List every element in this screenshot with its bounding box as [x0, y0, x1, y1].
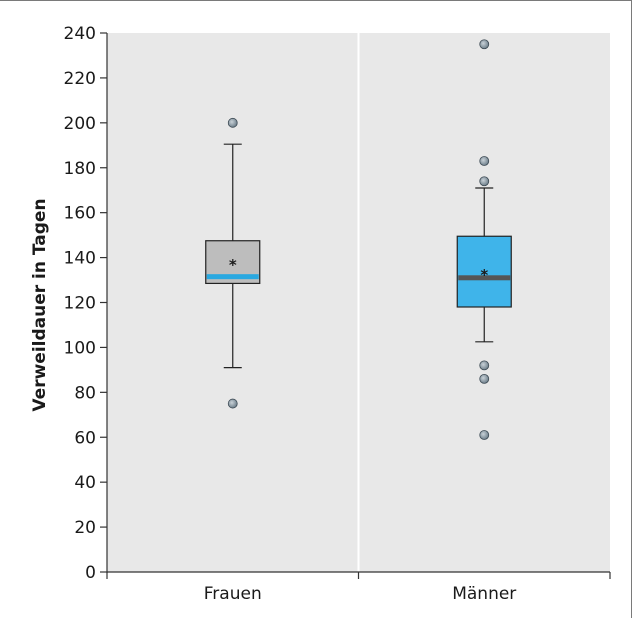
y-tick-label: 240 [64, 24, 96, 44]
y-tick-label: 200 [64, 114, 96, 134]
plot-area [107, 33, 610, 572]
outlier-point [227, 398, 238, 409]
y-tick-label: 40 [74, 473, 96, 493]
outlier-point [479, 360, 490, 371]
outlier-point [479, 39, 490, 50]
box-group-männer: * [456, 39, 512, 440]
outlier-point [479, 373, 490, 384]
outlier-point [479, 176, 490, 187]
mean-marker: * [229, 256, 237, 274]
y-tick-label: 100 [64, 338, 96, 358]
box-group-frauen: * [205, 117, 261, 409]
y-tick-label: 140 [64, 249, 96, 269]
median-line [206, 274, 259, 280]
iqr-box [456, 235, 512, 308]
y-tick-label: 60 [74, 428, 96, 448]
y-axis: 0 20 40 60 80 100 120 140 160 180 200 220 240 [64, 24, 108, 583]
boxes: ** [205, 39, 512, 440]
y-tick-label: 160 [64, 204, 96, 224]
median-line [458, 275, 511, 281]
y-tick-label: 0 [85, 563, 96, 583]
mean-marker: * [480, 266, 488, 284]
outlier-point [479, 156, 490, 166]
outlier-point [479, 430, 490, 440]
y-tick-label: 220 [64, 69, 96, 89]
y-tick-label: 180 [64, 159, 96, 179]
x-axis: Frauen Männer [106, 571, 611, 604]
y-tick-label: 80 [74, 383, 96, 403]
y-tick-label: 20 [74, 518, 96, 538]
x-category-label: Männer [452, 584, 516, 604]
y-tick-label: 120 [64, 294, 96, 314]
y-axis-label: Verweildauer in Tagen [30, 198, 50, 411]
x-category-label: Frauen [204, 584, 262, 604]
outlier-point [227, 117, 238, 128]
